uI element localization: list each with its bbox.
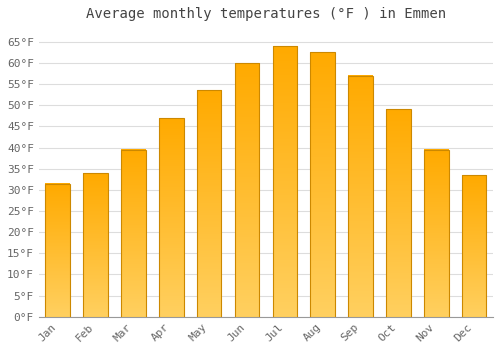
Bar — [84, 173, 108, 317]
Bar — [159, 118, 184, 317]
Bar — [424, 150, 448, 317]
Bar — [386, 110, 410, 317]
Bar — [462, 175, 486, 317]
Bar — [348, 76, 373, 317]
Bar — [234, 63, 260, 317]
Bar — [272, 46, 297, 317]
Bar — [46, 183, 70, 317]
Bar — [121, 150, 146, 317]
Bar — [197, 90, 222, 317]
Bar — [310, 52, 335, 317]
Title: Average monthly temperatures (°F ) in Emmen: Average monthly temperatures (°F ) in Em… — [86, 7, 446, 21]
